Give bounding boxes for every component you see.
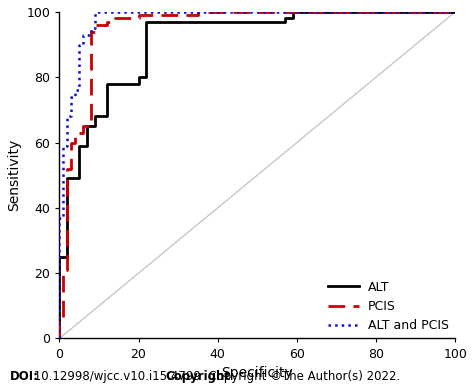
X-axis label: Specificity: Specificity bbox=[221, 366, 293, 380]
Legend: ALT, PCIS, ALT and PCIS: ALT, PCIS, ALT and PCIS bbox=[328, 281, 449, 332]
Text: 10.12998/wjcc.v10.i15.4799  Copyright ©The Author(s) 2022.: 10.12998/wjcc.v10.i15.4799 Copyright ©Th… bbox=[30, 370, 400, 383]
Text: Copyright: Copyright bbox=[165, 370, 230, 383]
Text: DOI:: DOI: bbox=[9, 370, 38, 383]
Y-axis label: Sensitivity: Sensitivity bbox=[7, 139, 21, 211]
